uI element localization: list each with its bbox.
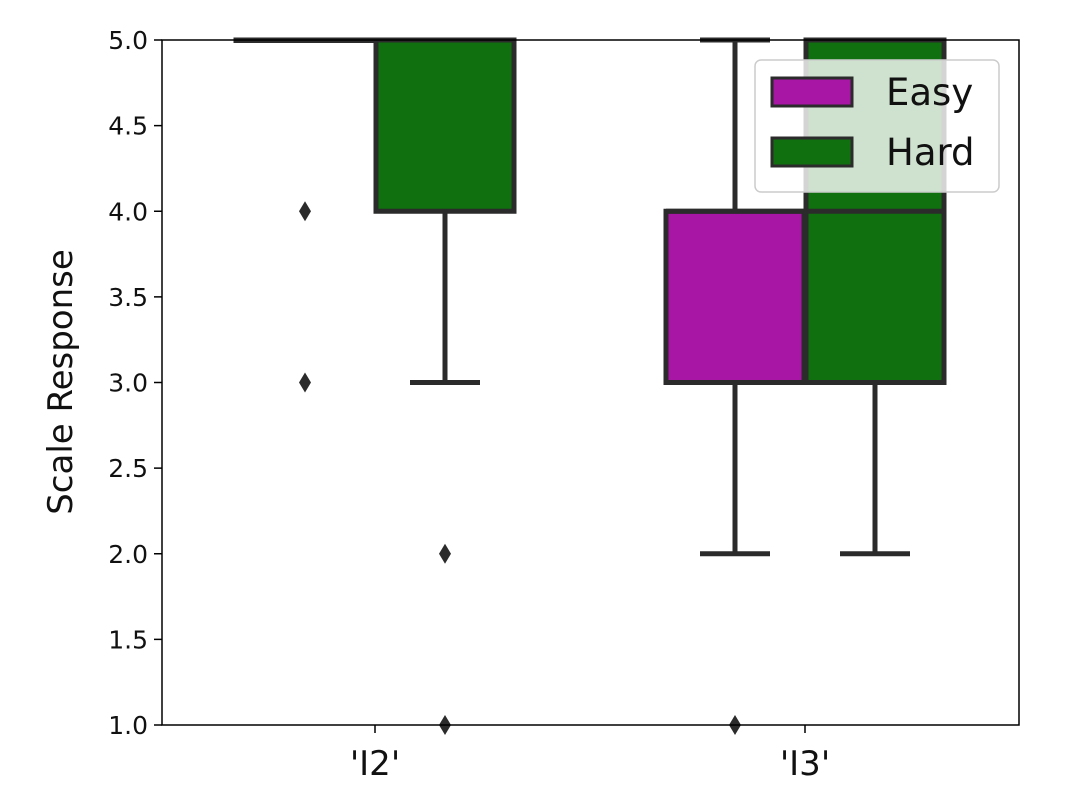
plot-area-frame [161,39,1020,726]
y-tick-label: 1.5 [108,625,148,654]
x-tick-label: 'I2' [350,744,400,784]
legend-label-easy: Easy [886,71,973,114]
x-axis-ticks: 'I2' 'I3' [350,725,830,784]
outlier-point [299,201,311,222]
y-tick-label: 1.0 [108,711,148,740]
box-easy [663,37,807,735]
box-iqr [663,208,807,385]
y-tick-label: 2.0 [108,540,148,569]
y-axis-title: Scale Response [41,249,81,515]
y-tick-label: 3.5 [108,283,148,312]
outlier-point [439,543,451,564]
x-tick-label: 'I3' [780,744,830,784]
y-axis-ticks: 1.0 1.5 2.0 2.5 3.0 3.5 4.0 4.5 5.0 [108,26,162,740]
box-easy [233,37,377,393]
box-hard [373,37,517,735]
y-tick-label: 5.0 [108,26,148,55]
legend-swatch-hard [770,136,854,168]
outlier-point [299,372,311,393]
y-tick-label: 3.0 [108,369,148,398]
y-tick-label: 4.5 [108,112,148,141]
y-tick-label: 2.5 [108,454,148,483]
legend: Easy Hard [754,59,1000,193]
legend-label-hard: Hard [886,131,975,174]
y-tick-label: 4.0 [108,197,148,226]
legend-swatch-easy [770,76,854,108]
box-iqr [373,37,517,214]
